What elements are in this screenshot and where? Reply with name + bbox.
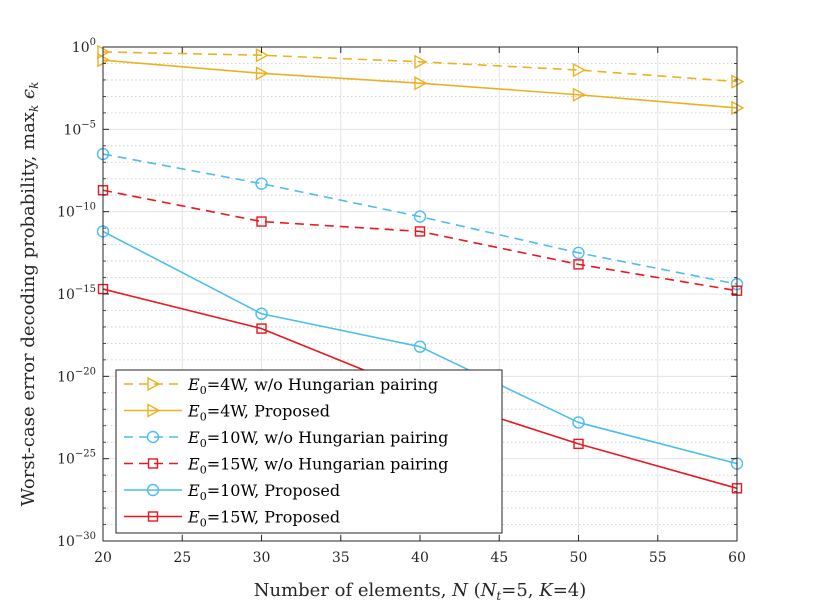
y-tick-label: 10−25 [57,449,96,468]
y-tick-label: 10−20 [57,366,96,385]
y-axis-label: Worst-case error decoding probability, m… [18,82,41,507]
legend-entry: E0=4W, Proposed [124,402,330,424]
legend-label: E0=10W, w/o Hungarian pairing [187,428,448,450]
y-tick-label: 10−5 [63,119,96,138]
legend-marker [147,458,159,469]
x-tick-label: 35 [332,550,350,566]
x-tick-label: 55 [649,550,667,566]
series-line [102,153,738,285]
legend-entry: E0=10W, w/o Hungarian pairing [124,428,448,450]
series-line [102,59,738,109]
legend-marker [147,403,161,418]
legend-marker [146,483,160,497]
x-tick-label: 50 [570,550,588,566]
legend-marker [146,430,160,444]
series-line [102,189,738,292]
x-tick-label: 60 [728,550,746,566]
y-tick-label: 10−30 [57,531,96,550]
x-tick-label: 45 [490,550,508,566]
legend: E0=4W, w/o Hungarian pairing E0=4W, Propo… [115,369,503,534]
legend-label: E0=15W, Proposed [187,508,340,530]
legend-entry: E0=15W, Proposed [124,508,340,530]
legend-label: E0=4W, w/o Hungarian pairing [187,375,438,397]
series-line [102,230,738,465]
y-tick-label: 100 [72,37,96,56]
x-tick-label: 25 [173,550,191,566]
legend-entry: E0=10W, Proposed [124,481,340,503]
legend-entry: E0=4W, w/o Hungarian pairing [124,375,438,397]
x-tick-label: 30 [253,550,271,566]
x-tick-label: 40 [411,550,429,566]
data-point [414,226,426,237]
tick-marks [102,46,738,542]
data-point [572,87,586,102]
legend-marker [147,376,161,392]
x-tick-labels: 20 25 30 35 40 45 50 55 60 [94,550,746,566]
data-point [256,216,267,227]
y-tick-label: 10−10 [57,202,96,221]
data-point [414,76,428,91]
legend-label: E0=4W, Proposed [187,402,330,424]
data-point [413,340,427,353]
data-point [255,307,268,320]
data-point [572,416,585,429]
data-point [414,54,428,69]
data-point [255,66,269,81]
legend-marker [147,511,159,522]
data-point [572,62,586,78]
legend-label: E0=10W, Proposed [187,481,340,503]
legend-entry: E0=15W, w/o Hungarian pairing [124,455,448,477]
data-point [413,210,427,223]
data-point [572,246,585,260]
legend-label: E0=15W, w/o Hungarian pairing [187,455,448,477]
x-tick-label: 20 [94,550,112,566]
data-point [256,323,267,334]
legend-box [115,369,503,534]
series-line [102,51,738,83]
x-axis-label: Number of elements, N (Nt=5, K=4) [254,580,587,603]
data-point [573,259,584,270]
data-point [255,177,268,190]
y-tick-labels: 100 10−5 10−10 10−15 10−20 10−25 10−30 [57,37,96,550]
data-point [573,438,584,450]
y-tick-label: 10−15 [57,284,96,303]
